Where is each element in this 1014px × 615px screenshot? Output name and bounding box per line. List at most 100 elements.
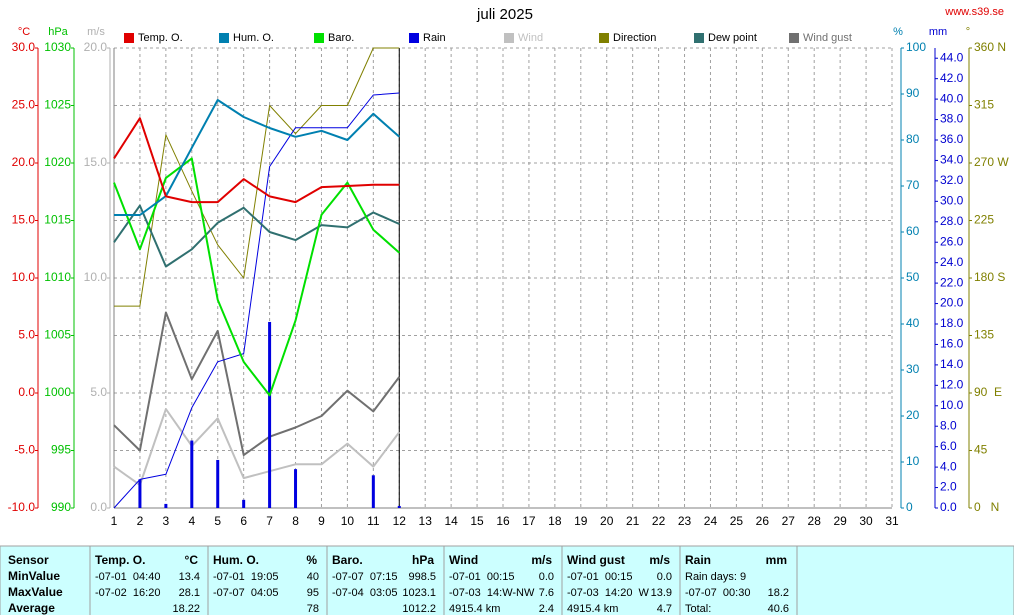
x-tick-label: 13 — [419, 514, 433, 528]
table-unit: % — [306, 553, 317, 567]
rain-bar — [242, 499, 246, 508]
table-cell: -07-01 00:15 — [449, 571, 514, 583]
table-value: 95 — [307, 587, 319, 599]
y-tick-label: 180 S — [974, 270, 1005, 284]
axis-unit-label: mm — [929, 26, 947, 38]
y-tick-label: 1005 — [44, 328, 71, 342]
table-header: Baro. — [332, 553, 363, 567]
series-line — [113, 92, 400, 509]
table-cell: -07-04 03:05 — [332, 587, 397, 599]
y-tick-label: 1025 — [44, 98, 71, 112]
x-tick-label: 20 — [600, 514, 614, 528]
x-tick-label: 28 — [808, 514, 822, 528]
y-tick-label: 0.0 — [90, 500, 107, 514]
y-tick-label: 45 — [974, 443, 988, 457]
table-value: 18.2 — [768, 587, 789, 599]
legend-label: Hum. O. — [233, 32, 274, 44]
y-tick-label: 44.0 — [940, 50, 964, 64]
table-cell: 4915.4 km — [449, 603, 500, 615]
y-tick-label: 0 N — [974, 500, 999, 514]
legend-label: Baro. — [328, 32, 354, 44]
table-unit: °C — [185, 553, 199, 567]
table-header: Rain — [685, 553, 711, 567]
y-tick-label: 10.0 — [12, 270, 36, 284]
y-tick-label: 80 — [906, 132, 920, 146]
x-tick-label: 12 — [393, 514, 407, 528]
y-tick-label: 18.0 — [940, 316, 964, 330]
table-value: 0.0 — [539, 571, 554, 583]
y-tick-label: 4.0 — [940, 459, 957, 473]
y-tick-label: 1000 — [44, 385, 71, 399]
y-tick-label: 36.0 — [940, 132, 964, 146]
rain-bar — [371, 475, 375, 508]
legend-swatch — [314, 33, 324, 43]
y-tick-label: 0.0 — [940, 500, 957, 514]
y-tick-label: 30 — [906, 362, 920, 376]
table-unit: m/s — [531, 553, 552, 567]
x-tick-label: 18 — [548, 514, 562, 528]
table-row-label: Average — [8, 601, 55, 615]
y-tick-label: 0 — [906, 500, 913, 514]
x-tick-label: 2 — [137, 514, 144, 528]
y-tick-label: 20.0 — [940, 296, 964, 310]
y-tick-label: 995 — [51, 443, 71, 457]
x-tick-label: 24 — [704, 514, 718, 528]
x-tick-label: 10 — [341, 514, 355, 528]
y-tick-label: 360 N — [974, 40, 1006, 54]
y-tick-label: 22.0 — [940, 275, 964, 289]
y-tick-label: 32.0 — [940, 173, 964, 187]
table-value: 998.5 — [408, 571, 436, 583]
table-value: 40 — [307, 571, 319, 583]
x-tick-label: 11 — [367, 514, 380, 528]
legend-label: Rain — [423, 32, 446, 44]
table-unit: m/s — [649, 553, 670, 567]
legend-label: Wind gust — [803, 32, 852, 44]
series-line — [113, 157, 400, 397]
x-tick-label: 25 — [730, 514, 744, 528]
x-tick-label: 27 — [782, 514, 796, 528]
table-value: 13.4 — [179, 571, 200, 583]
series-line — [113, 204, 400, 268]
y-tick-label: 315 — [974, 98, 994, 112]
y-tick-label: 135 — [974, 328, 994, 342]
y-tick-label: 270 W — [974, 155, 1009, 169]
y-tick-label: 40 — [906, 316, 920, 330]
y-tick-label: 10.0 — [940, 398, 964, 412]
y-tick-label: 24.0 — [940, 255, 964, 269]
chart-title: juli 2025 — [476, 6, 533, 23]
source: www.s39.se — [944, 6, 1004, 18]
table-value: 0.0 — [657, 571, 672, 583]
table-cell: 4915.4 km — [567, 603, 618, 615]
y-tick-label: 15.0 — [84, 155, 108, 169]
table-value: 4.7 — [657, 603, 672, 615]
y-tick-label: 34.0 — [940, 153, 964, 167]
x-tick-label: 21 — [626, 514, 640, 528]
table-cell: Rain days: 9 — [685, 571, 746, 583]
y-tick-label: 100 — [906, 40, 926, 54]
table-cell: -07-03 14:W-NW — [449, 587, 535, 599]
y-tick-label: 8.0 — [940, 418, 957, 432]
x-tick-label: 15 — [470, 514, 484, 528]
table-value: 40.6 — [768, 603, 789, 615]
series-line — [113, 117, 400, 204]
x-tick-label: 23 — [678, 514, 692, 528]
legend-label: Temp. O. — [138, 32, 183, 44]
stats-table — [0, 546, 1014, 615]
table-value: 1023.1 — [402, 587, 436, 599]
y-tick-label: 990 — [51, 500, 71, 514]
x-tick-label: 4 — [188, 514, 195, 528]
legend-swatch — [124, 33, 134, 43]
x-tick-label: 30 — [859, 514, 873, 528]
table-cell: Total: — [685, 603, 711, 615]
y-tick-label: 1015 — [44, 213, 71, 227]
y-tick-label: 16.0 — [940, 337, 964, 351]
rain-bar — [294, 469, 298, 508]
x-tick-label: 6 — [240, 514, 247, 528]
table-cell: -07-01 04:40 — [95, 571, 160, 583]
y-tick-label: 20 — [906, 408, 920, 422]
legend-swatch — [409, 33, 419, 43]
table-value: 78 — [307, 603, 319, 615]
y-tick-label: 6.0 — [940, 439, 957, 453]
